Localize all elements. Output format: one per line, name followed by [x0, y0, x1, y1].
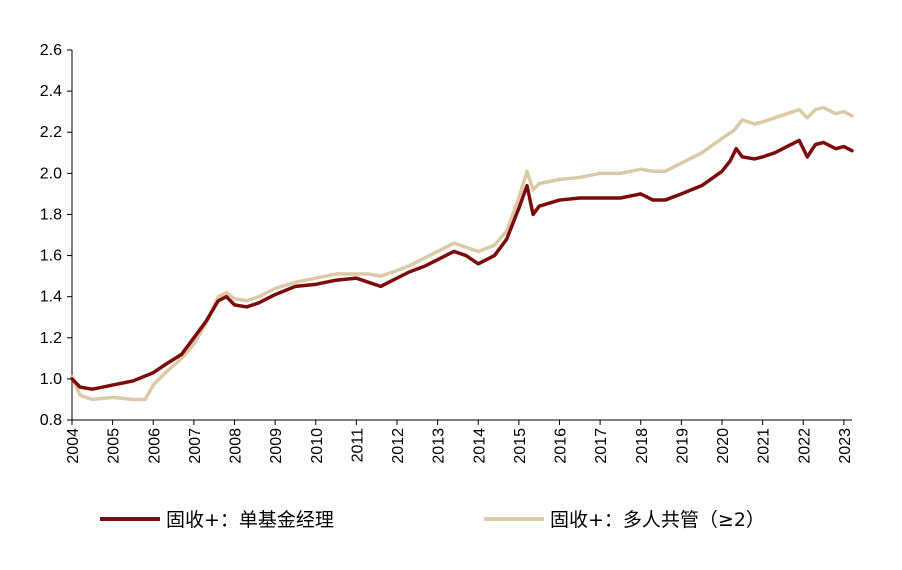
x-tick-label: 2007	[187, 428, 204, 464]
legend-label-multi-manager: 固收+：多人共管（≥2）	[550, 509, 765, 531]
x-tick-label: 2013	[431, 428, 448, 464]
x-tick-label: 2020	[715, 428, 732, 464]
y-tick-label: 2.0	[40, 165, 62, 182]
x-axis: 2004 2005 2006 2007 2008 2009 2010 2011 2012 2013…	[65, 419, 854, 464]
y-tick-label: 0.8	[40, 412, 62, 429]
y-tick-label: 1.0	[40, 371, 62, 388]
series-line-single-manager	[70, 138, 854, 391]
x-tick-label: 2005	[106, 428, 123, 464]
y-tick-label: 1.2	[40, 330, 62, 347]
x-tick-label: 2009	[268, 428, 285, 464]
legend: 固收+：单基金经理 固收+：多人共管（≥2）	[100, 509, 765, 531]
x-tick-label: 2011	[349, 428, 366, 463]
x-tick-label: 2018	[634, 428, 651, 464]
x-tick-label: 2015	[512, 428, 529, 464]
x-tick-label: 2019	[674, 428, 691, 464]
x-tick-label: 2016	[553, 428, 570, 464]
y-tick-label: 2.4	[40, 83, 62, 100]
y-tick-label: 2.6	[40, 42, 62, 59]
x-tick-label: 2023	[837, 428, 854, 464]
plot-series	[70, 105, 854, 402]
x-tick-label: 2021	[756, 428, 773, 464]
series-line-multi-manager	[70, 105, 854, 402]
x-tick-label: 2014	[471, 428, 488, 464]
x-tick-label: 2010	[309, 428, 326, 464]
x-tick-label: 2004	[65, 428, 82, 464]
y-tick-label: 1.4	[40, 289, 62, 306]
legend-label-single-manager: 固收+：单基金经理	[166, 509, 334, 531]
x-tick-label: 2017	[593, 428, 610, 464]
y-axis: 0.8 1.0 1.2 1.4 1.6 1.8 2.0 2.2 2.4 2.6	[40, 42, 73, 429]
x-tick-label: 2008	[228, 428, 245, 464]
x-tick-label: 2006	[146, 428, 163, 464]
y-tick-label: 2.2	[40, 124, 62, 141]
y-tick-label: 1.6	[40, 248, 62, 265]
x-tick-label: 2022	[796, 428, 813, 464]
x-tick-label: 2012	[390, 428, 407, 464]
y-tick-label: 1.8	[40, 206, 62, 223]
